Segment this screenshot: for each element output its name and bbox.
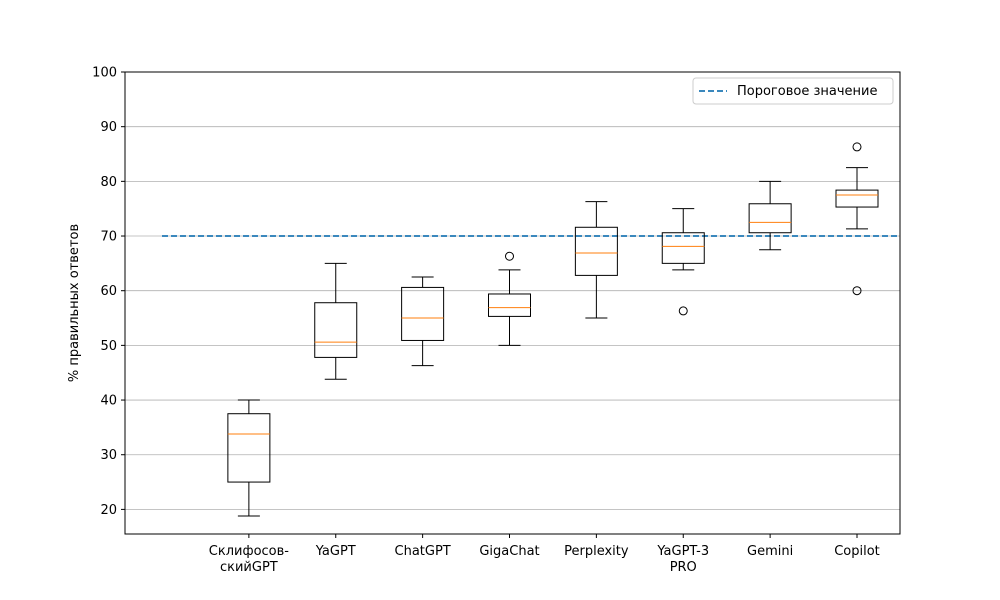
x-tick-label-line: PRO	[670, 560, 697, 575]
box-group-8	[835, 142, 879, 296]
x-tick-label-2: YaGPT	[315, 544, 356, 559]
box-group-2	[314, 262, 358, 380]
boxes	[227, 142, 879, 517]
x-tick-label-line: GigaChat	[479, 544, 539, 559]
box-iqr	[835, 189, 879, 208]
x-tick-label-line: скийGPT	[220, 560, 278, 575]
y-tick-label-30: 30	[100, 448, 117, 463]
box-group-6	[661, 208, 705, 316]
plot-frame	[124, 71, 901, 535]
legend-box	[692, 77, 894, 105]
x-tick-label-line: Gemini	[747, 544, 793, 559]
box-group-4	[488, 251, 531, 346]
box-iqr	[314, 302, 358, 358]
box-group-1	[227, 399, 271, 517]
x-tick-label-line: Склифосов-	[209, 544, 290, 559]
y-tick-label-80: 80	[100, 175, 117, 190]
box-iqr	[227, 413, 271, 483]
box-group-3	[401, 276, 445, 367]
x-tick-label-1: Склифосов-скийGPT	[209, 544, 290, 575]
outlier-point	[505, 251, 514, 261]
x-axis-ticks: Склифосов-скийGPT YaGPT ChatGPT GigaChat Per…	[209, 534, 880, 575]
box-group-7	[748, 180, 792, 251]
x-tick-label-line: YaGPT	[315, 544, 356, 559]
grid-lines	[125, 126, 900, 510]
box-iqr	[488, 293, 531, 317]
y-tick-label-90: 90	[100, 120, 117, 135]
x-tick-label-5: Perplexity	[564, 544, 629, 559]
y-tick-label-40: 40	[100, 394, 117, 409]
x-tick-label-line: Copilot	[834, 544, 880, 559]
box-iqr	[748, 203, 792, 234]
legend: Пороговое значение	[692, 77, 894, 105]
box-iqr	[401, 286, 445, 341]
legend-label-threshold: Пороговое значение	[737, 84, 877, 99]
box-iqr	[661, 232, 705, 264]
x-tick-label-3: ChatGPT	[395, 544, 451, 559]
x-tick-label-6: YaGPT-3 PRO	[656, 544, 709, 575]
outlier-point	[852, 142, 862, 152]
y-axis-label: % правильных ответов	[67, 224, 82, 382]
y-tick-label-70: 70	[100, 230, 117, 245]
x-tick-label-line: ChatGPT	[395, 544, 451, 559]
outlier-point	[678, 306, 688, 316]
y-tick-label-20: 20	[100, 503, 117, 518]
box-group-5	[574, 201, 618, 319]
y-tick-label-100: 100	[92, 66, 117, 81]
x-tick-label-7: Gemini	[747, 544, 793, 559]
y-tick-label-50: 50	[100, 339, 117, 354]
x-tick-label-8: Copilot	[834, 544, 880, 559]
outlier-point	[852, 286, 862, 296]
y-axis-ticks: 20 30 40 50 60 70 80 90 100	[92, 66, 125, 518]
y-tick-label-60: 60	[100, 284, 117, 299]
x-tick-label-4: GigaChat	[479, 544, 539, 559]
x-tick-label-line: Perplexity	[564, 544, 629, 559]
x-tick-label-line: YaGPT-3	[656, 544, 709, 559]
box-iqr	[574, 226, 618, 276]
